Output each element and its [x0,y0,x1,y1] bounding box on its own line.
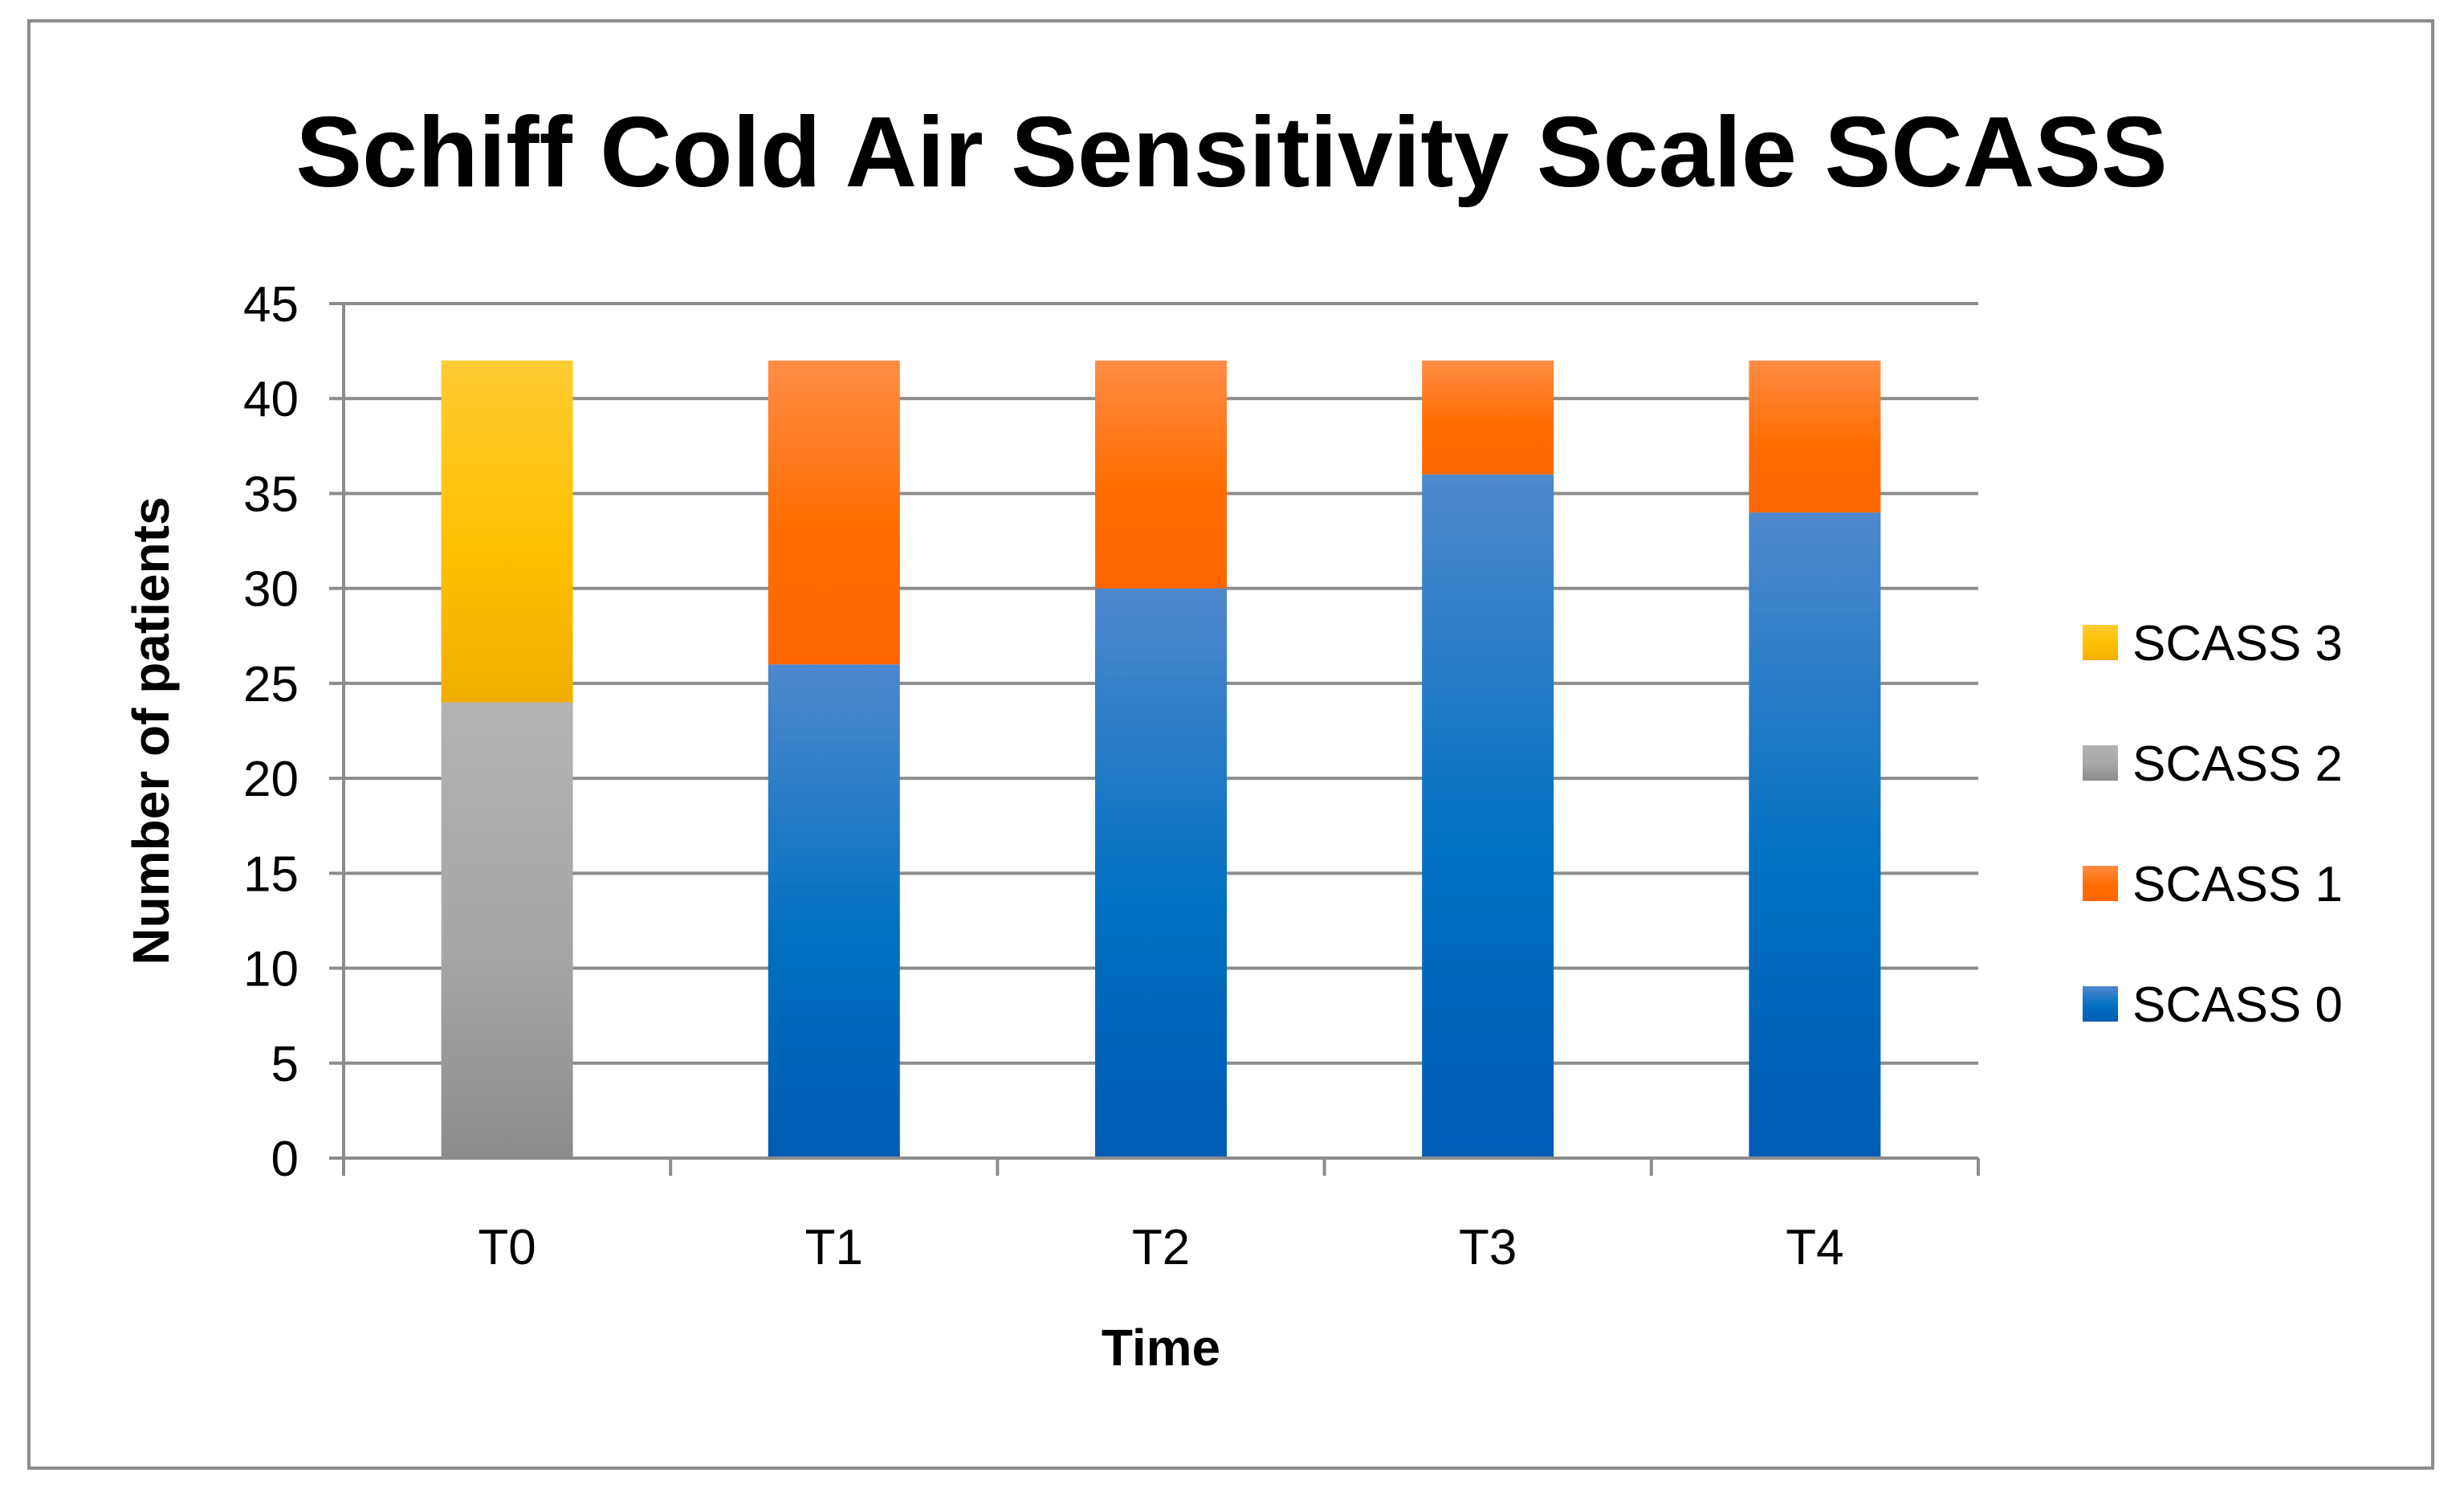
x-tick-label-T4: T4 [1786,1220,1843,1275]
x-tick-label-T2: T2 [1132,1220,1190,1275]
bar-T3-scass-0 [1422,474,1554,1158]
bars [441,360,1881,1158]
y-tick-label-35: 35 [243,467,299,522]
bar-T0-scass-2 [441,702,573,1158]
y-tick-label-20: 20 [243,752,299,807]
bar-T3-scass-1 [1422,360,1554,475]
legend: SCASS 3 SCASS 2 SCASS 1 SCASS 0 [2083,616,2343,1033]
axes [329,304,1980,1176]
legend-swatch-scass-1 [2083,866,2118,901]
x-tick-label-T0: T0 [478,1220,536,1275]
bar-T4-scass-0 [1749,512,1881,1158]
y-tick-label-5: 5 [271,1037,299,1092]
chart-title: Schiff Cold Air Sensitivity Scale SCASS [295,97,2167,208]
legend-swatch-scass-0 [2083,986,2118,1022]
legend-swatch-scass-2 [2083,745,2118,781]
legend-label-scass-2: SCASS 2 [2132,736,2343,792]
y-tick-labels: 0 5 10 15 20 25 30 35 40 45 [243,277,299,1187]
bar-T2-scass-1 [1095,360,1227,589]
y-tick-label-30: 30 [243,562,299,618]
y-tick-label-45: 45 [243,277,299,332]
y-tick-label-25: 25 [243,657,299,712]
y-axis-title: Number of patients [122,496,180,965]
legend-swatch-scass-3 [2083,625,2118,660]
x-tick-label-T1: T1 [805,1220,863,1275]
y-tick-label-0: 0 [271,1132,299,1187]
bar-T1-scass-0 [768,664,900,1158]
x-axis-title: Time [1102,1319,1220,1377]
y-tick-label-40: 40 [243,372,299,427]
legend-label-scass-1: SCASS 1 [2132,857,2343,912]
bar-T1-scass-1 [768,360,900,665]
legend-label-scass-0: SCASS 0 [2132,977,2343,1033]
legend-label-scass-3: SCASS 3 [2132,616,2343,671]
bar-T0-scass-3 [441,360,573,703]
bar-T4-scass-1 [1749,360,1881,513]
x-tick-labels: T0 T1 T2 T3 T4 [478,1220,1843,1275]
y-tick-label-15: 15 [243,846,299,902]
bar-T2-scass-0 [1095,588,1227,1158]
y-tick-label-10: 10 [243,942,299,997]
chart-frame [27,19,2434,1470]
x-tick-label-T3: T3 [1459,1220,1517,1275]
